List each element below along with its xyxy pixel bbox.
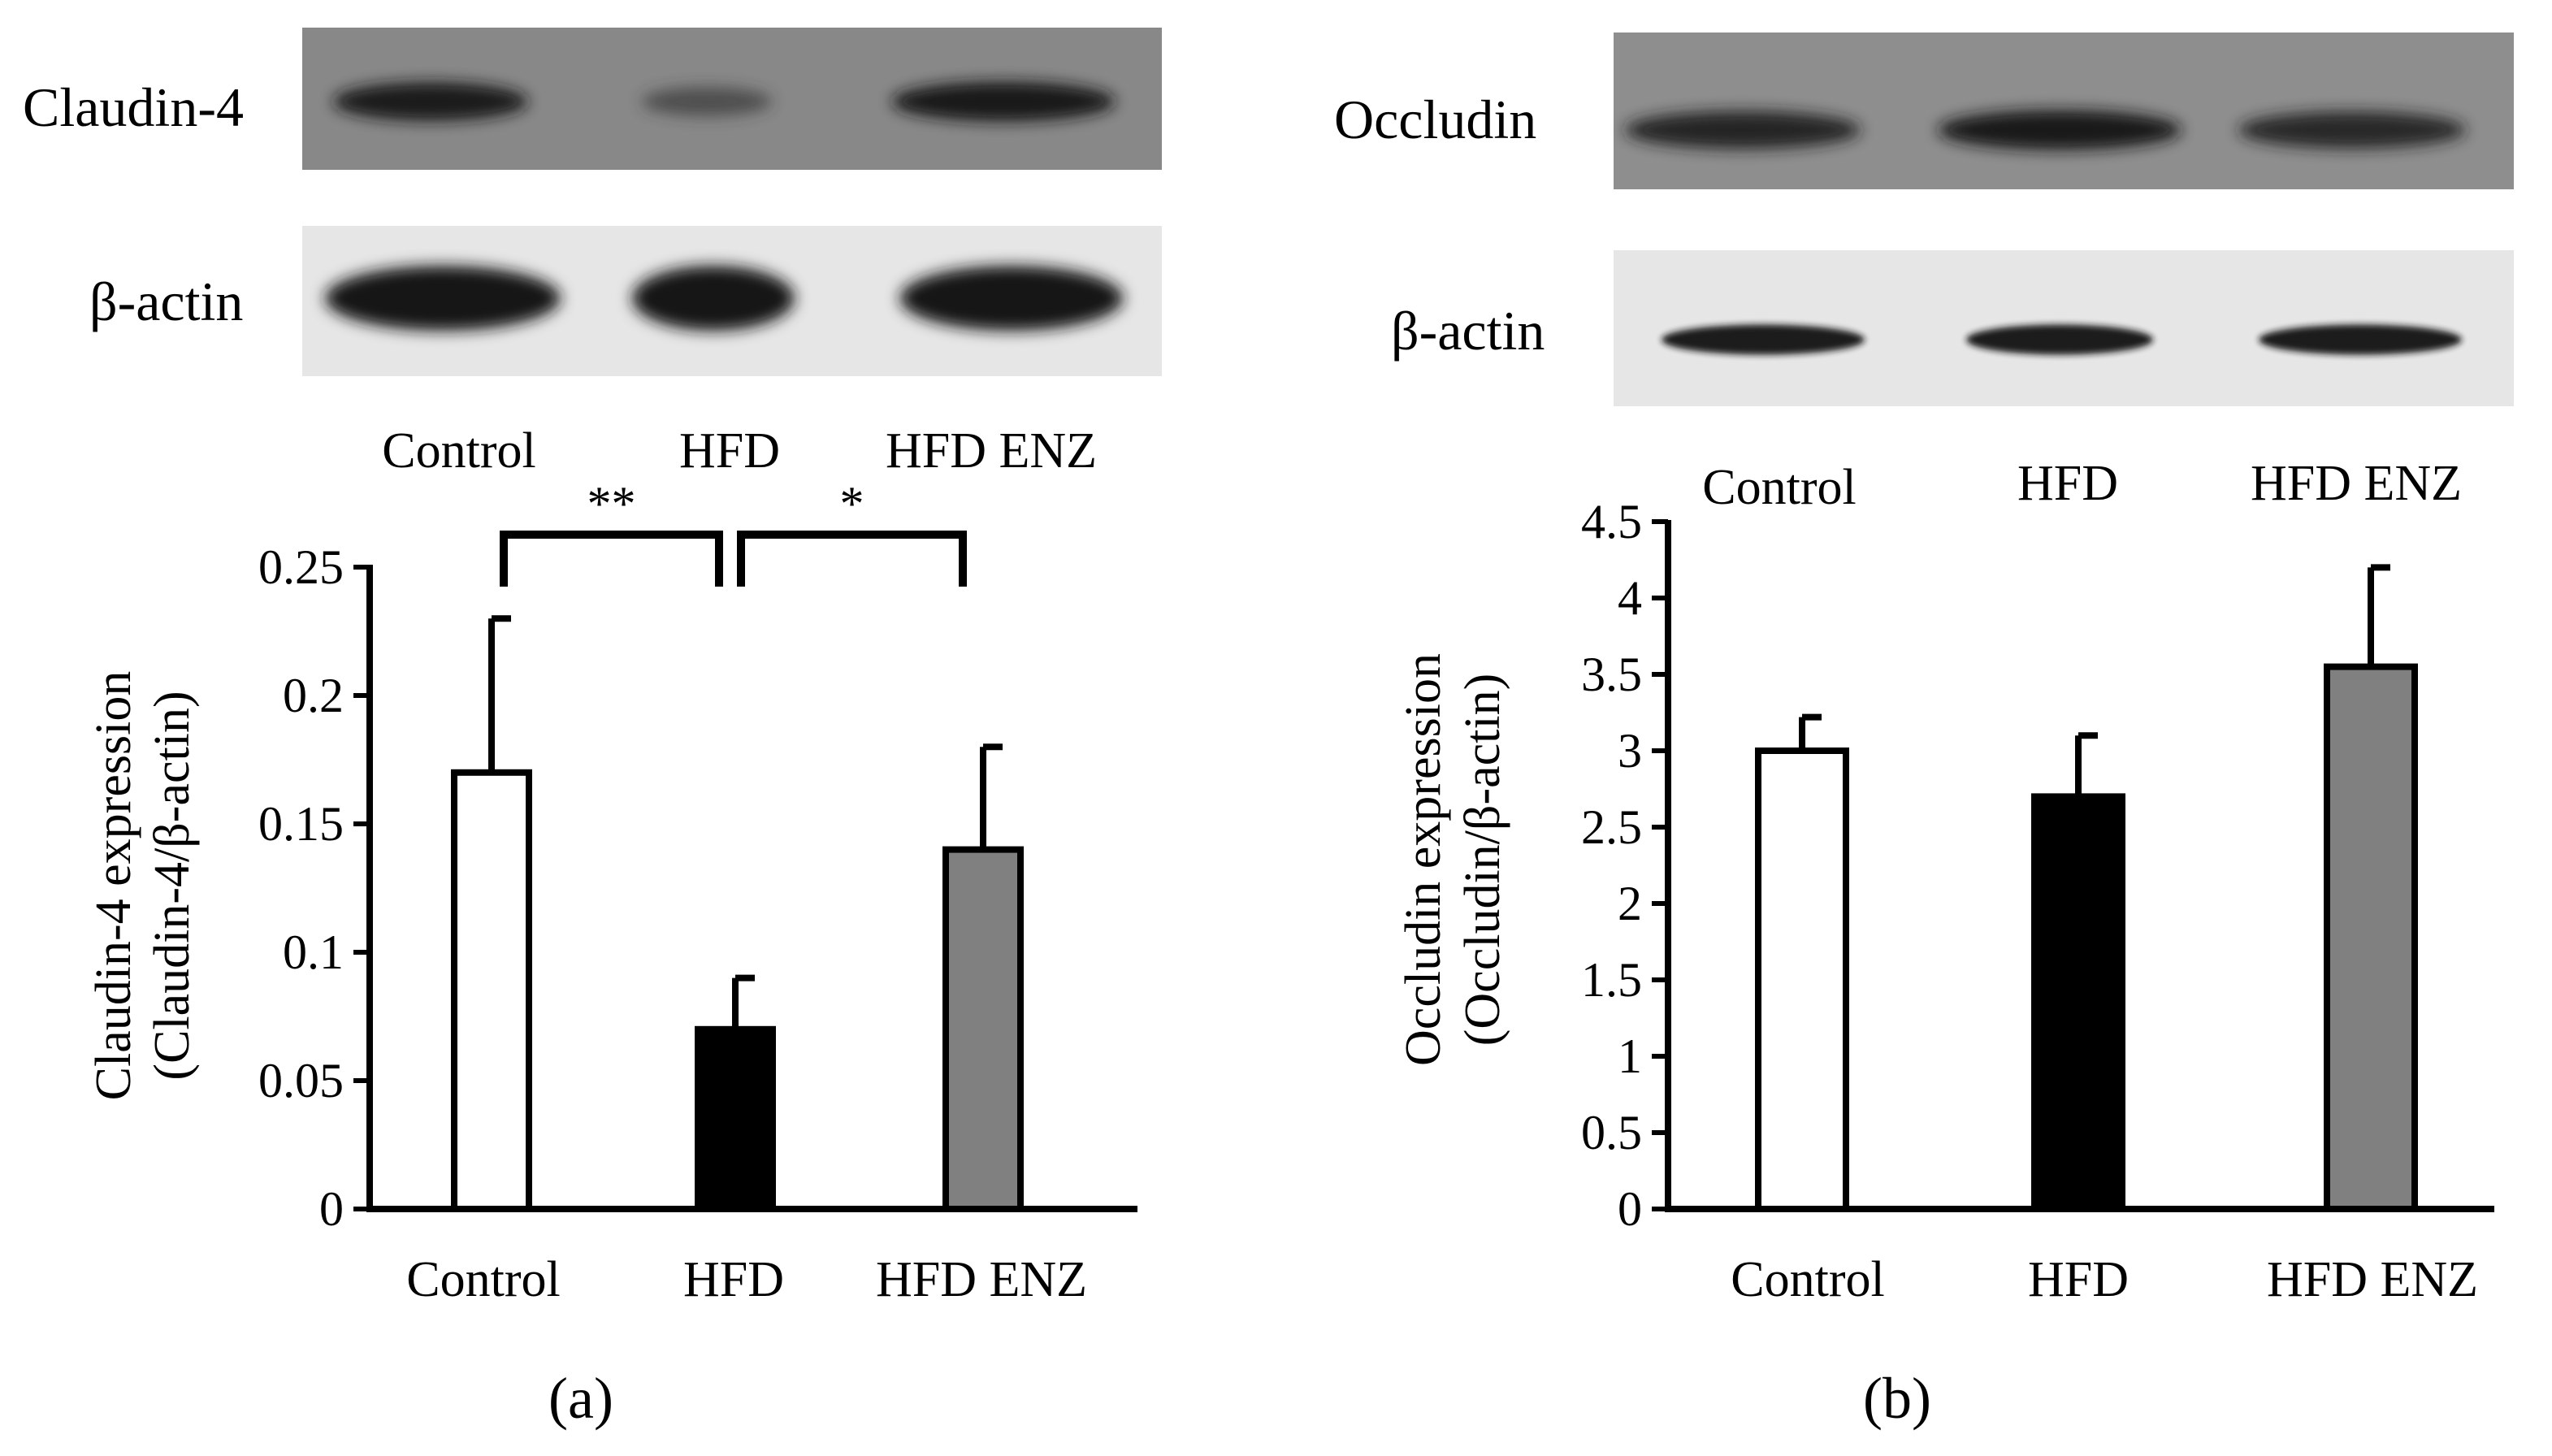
panel-b-category-control: Control [1731,1252,1884,1307]
panel-a-y-tick-label: 0 [319,1182,344,1236]
panel-a-y-ticks: 0 0.05 0.1 0.15 0.2 0.25 [258,540,370,1236]
significance-bracket-1 [500,531,723,587]
panel-b-y-tick-label: 3 [1618,724,1642,778]
panel-b-ylabel-line1: Occludin expression [1396,653,1451,1066]
panel-a-loading-bands [325,266,1124,331]
panel-a-ylabel-line2: (Claudin-4/β-actin) [145,691,200,1080]
panel-b-y-tick-label: 1 [1618,1029,1642,1083]
panel-b-blot: Occludin β-actin Control HFD HFD ENZ [1334,32,2514,515]
panel-a-bar-hfd-enz [942,846,1024,1212]
significance-label-1: ** [587,477,636,531]
panel-b-y-tick-label: 0.5 [1581,1106,1642,1159]
panel-b-beta-actin-band-1 [1662,324,1865,355]
panel-b-target-label: Occludin [1334,89,1536,150]
panel-b-category-hfd-enz: HFD ENZ [2267,1252,2478,1307]
panel-b-beta-actin-band-2 [1966,324,2153,355]
panel-a-claudin4-band-3 [891,81,1116,122]
panel-b-bar-hfd [2031,793,2125,1213]
panel-b-y-tick-label: 2 [1618,877,1642,930]
panel-a-category-control: Control [406,1252,560,1307]
panel-a-lane-label-control: Control [382,423,535,479]
panel-a-beta-actin-band-2 [632,266,795,331]
panel-a-target-label: Claudin-4 [23,76,244,138]
panel-b-y-tick-label: 3.5 [1581,648,1642,701]
panel-a-y-tick-label: 0.1 [283,925,344,979]
panel-b-chart: Occludin expression (Occludin/β-actin) 0… [1396,495,2494,1431]
panel-a-target-bands [333,81,1116,122]
panel-a-y-tick-label: 0.2 [283,669,344,722]
significance-bracket-2 [737,531,967,587]
panel-a-beta-actin-band-1 [325,266,561,331]
panel-b-target-bands [1625,110,2466,150]
panel-a-bars [451,615,1024,1213]
panel-b-occludin-band-1 [1625,110,1861,150]
panel-a-panel-label: (a) [548,1366,613,1431]
panel-a-loading-label: β-actin [89,271,243,332]
panel-a-chart: Claudin-4 expression (Claudin-4/β-actin)… [86,477,1137,1431]
panel-b-bars [1755,564,2418,1213]
panel-a-y-tick-label: 0.25 [258,540,344,594]
panel-b-y-ticks: 0 0.5 1 1.5 2 2.5 3 3.5 4 4.5 [1581,495,1668,1236]
panel-a-lane-label-hfd-enz: HFD ENZ [886,423,1097,479]
panel-a-lane-label-hfd: HFD [679,423,780,479]
panel-b-lane-label-hfd-enz: HFD ENZ [2251,456,2462,511]
panel-a-ylabel-line1: Claudin-4 expression [86,671,141,1101]
panel-b-beta-actin-band-3 [2259,324,2462,355]
panel-b-category-hfd: HFD [2028,1252,2129,1307]
panel-b-lane-label-hfd: HFD [2017,456,2118,511]
panel-a-significance: ** * [500,477,967,587]
panel-b-ylabel-line2: (Occludin/β-actin) [1455,674,1510,1046]
panel-b-occludin-band-2 [1938,110,2182,150]
panel-b-y-tick-label: 1.5 [1581,953,1642,1007]
panel-a-bar-hfd [695,1025,776,1213]
panel-a-y-tick-label: 0.15 [258,797,344,851]
panel-b-occludin-band-3 [2238,111,2466,149]
panel-a-claudin4-band-1 [333,82,528,121]
panel-b-bar-hfd-enz [2324,663,2418,1212]
panel-a-category-hfd-enz: HFD ENZ [876,1252,1087,1307]
panel-b-y-tick-label: 0 [1618,1182,1642,1236]
panel-b-bar-control [1755,748,1849,1212]
panel-a-bar-control [451,769,532,1212]
panel-a-y-tick-label: 0.05 [258,1054,344,1107]
panel-a-category-hfd: HFD [683,1252,784,1307]
panel-b-loading-bands [1662,324,2462,355]
panel-b-panel-label: (b) [1863,1366,1931,1431]
panel-b-loading-label: β-actin [1391,300,1545,362]
significance-label-2: * [840,477,864,531]
panel-a-beta-actin-band-3 [899,266,1124,331]
panel-b-y-tick-label: 4 [1618,571,1642,625]
panel-a-blot: Claudin-4 β-actin Control HFD HFD ENZ [23,28,1162,479]
panel-b-y-tick-label: 2.5 [1581,800,1642,854]
panel-b-y-tick-label: 4.5 [1581,495,1642,548]
panel-b-lane-label-control: Control [1702,460,1856,515]
panel-a-claudin4-band-2 [642,87,772,116]
